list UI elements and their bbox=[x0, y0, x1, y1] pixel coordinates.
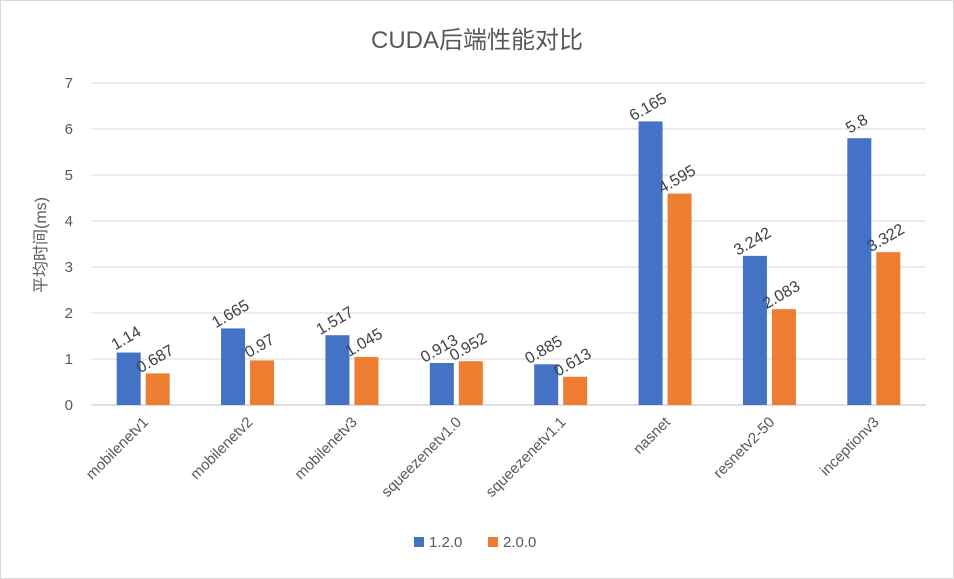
bar-series1-nasnet bbox=[638, 121, 663, 405]
bar-series1-squeezenetv1.1 bbox=[534, 364, 559, 405]
y-tick-label: 3 bbox=[65, 259, 73, 276]
y-tick-label: 7 bbox=[65, 75, 73, 92]
bars bbox=[116, 121, 901, 405]
x-tick-label: inceptionv3 bbox=[817, 414, 883, 480]
y-tick-label: 5 bbox=[65, 167, 73, 184]
bar-series2-resnetv2-50 bbox=[771, 309, 796, 405]
legend-swatch bbox=[414, 537, 424, 547]
bar-series1-squeezenetv1.0 bbox=[429, 363, 454, 405]
legend-swatch bbox=[488, 537, 498, 547]
data-label: 0.97 bbox=[242, 331, 278, 361]
x-tick-label: nasnet bbox=[630, 413, 674, 457]
data-label: 1.14 bbox=[109, 323, 145, 353]
y-axis-ticks: 0 1 2 3 4 5 6 7 bbox=[65, 75, 73, 414]
chart-title: CUDA后端性能对比 bbox=[371, 27, 583, 54]
y-tick-label: 0 bbox=[65, 397, 73, 414]
bar-series2-squeezenetv1.0 bbox=[458, 361, 483, 405]
data-label: 5.8 bbox=[843, 111, 871, 137]
x-axis-ticks: mobilenetv1 mobilenetv2 mobilenetv3 squeeze… bbox=[83, 413, 883, 501]
data-label: 1.045 bbox=[343, 326, 386, 361]
x-tick-label: squeezenetv1.0 bbox=[378, 414, 465, 501]
x-tick-label: mobilenetv3 bbox=[292, 414, 361, 483]
x-tick-label: mobilenetv1 bbox=[83, 414, 152, 483]
data-label: 6.165 bbox=[627, 90, 670, 125]
y-tick-label: 4 bbox=[65, 213, 73, 230]
bar-series2-mobilenetv3 bbox=[354, 356, 379, 405]
bar-series1-mobilenetv3 bbox=[325, 335, 350, 405]
data-label: 1.665 bbox=[209, 297, 252, 332]
data-label: 1.517 bbox=[314, 304, 357, 339]
x-tick-label: squeezenetv1.1 bbox=[483, 414, 570, 501]
bar-series1-mobilenetv1 bbox=[116, 352, 141, 405]
legend: 1.2.0 2.0.0 bbox=[414, 534, 536, 551]
bar-series2-mobilenetv2 bbox=[250, 360, 275, 405]
legend-label: 2.0.0 bbox=[503, 534, 536, 551]
data-label: 0.687 bbox=[134, 342, 177, 377]
bar-series2-inceptionv3 bbox=[876, 252, 901, 405]
y-tick-label: 1 bbox=[65, 351, 73, 368]
bar-series2-squeezenetv1.1 bbox=[563, 376, 588, 405]
bar-series2-nasnet bbox=[667, 193, 692, 405]
y-tick-label: 6 bbox=[65, 121, 73, 138]
y-tick-label: 2 bbox=[65, 305, 73, 322]
data-label: 3.242 bbox=[731, 225, 774, 260]
y-axis-title: 平均时间(ms) bbox=[32, 197, 50, 293]
x-tick-label: mobilenetv2 bbox=[187, 414, 256, 483]
bar-series2-mobilenetv1 bbox=[145, 373, 170, 405]
gridlines bbox=[91, 82, 926, 406]
legend-label: 1.2.0 bbox=[429, 534, 462, 551]
x-tick-label: resnetv2-50 bbox=[710, 414, 778, 482]
bar-series1-mobilenetv2 bbox=[221, 328, 246, 405]
bar-series1-inceptionv3 bbox=[847, 138, 872, 405]
bar-series1-resnetv2-50 bbox=[742, 255, 767, 405]
